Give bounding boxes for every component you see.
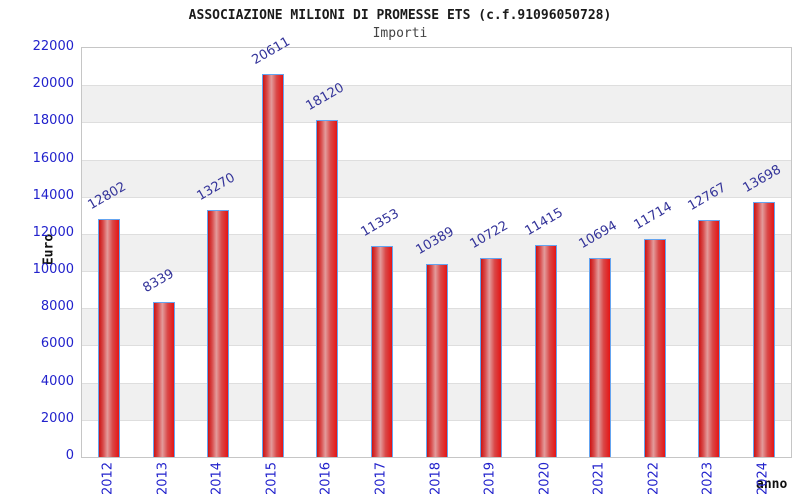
x-tick-label: 2016 xyxy=(318,461,334,496)
gridline xyxy=(82,159,791,161)
y-tick-label: 14000 xyxy=(32,187,74,203)
x-tick-label: 2015 xyxy=(264,461,280,496)
x-tick-label: 2020 xyxy=(537,461,553,496)
x-tick-label: 2012 xyxy=(100,461,116,496)
x-tick-label: 2023 xyxy=(700,461,716,496)
y-tick-label: 6000 xyxy=(40,336,74,352)
background-band xyxy=(82,85,791,123)
bar-2022 xyxy=(644,239,666,457)
y-tick-label: 8000 xyxy=(40,299,74,315)
x-tick-label: 2013 xyxy=(155,461,171,496)
chart-title: ASSOCIAZIONE MILIONI DI PROMESSE ETS (c.… xyxy=(188,8,612,23)
y-tick-label: 16000 xyxy=(32,150,74,166)
x-tick-label: 2017 xyxy=(373,461,389,496)
y-tick-label: 4000 xyxy=(40,373,74,389)
x-tick-label: 2014 xyxy=(209,461,225,496)
bar-2015 xyxy=(262,74,284,457)
gridline xyxy=(82,196,791,198)
bar-2012 xyxy=(98,219,120,457)
bar-2017 xyxy=(371,246,393,457)
gridline xyxy=(82,233,791,235)
chart-subtitle: Importi xyxy=(372,26,428,41)
background-band xyxy=(82,159,791,197)
y-tick-label: 18000 xyxy=(32,113,74,129)
plot-area xyxy=(81,47,792,458)
bar-2013 xyxy=(153,302,175,457)
x-tick-label: 2024 xyxy=(755,461,771,496)
gridline xyxy=(82,85,791,87)
gridline xyxy=(82,122,791,124)
bar-2019 xyxy=(480,258,502,457)
y-tick-label: 10000 xyxy=(32,262,74,278)
y-tick-label: 22000 xyxy=(32,39,74,54)
x-tick-label: 2019 xyxy=(482,461,498,496)
y-tick-label: 20000 xyxy=(32,76,74,92)
bar-2023 xyxy=(698,220,720,457)
y-tick-label: 2000 xyxy=(40,410,74,426)
bar-2021 xyxy=(589,258,611,457)
bar-2018 xyxy=(426,264,448,457)
x-tick-label: 2022 xyxy=(646,461,662,496)
bar-2020 xyxy=(535,245,557,457)
x-tick-label: 2021 xyxy=(591,461,607,496)
bar-2016 xyxy=(316,120,338,457)
y-tick-label: 12000 xyxy=(32,224,74,240)
bar-2014 xyxy=(207,210,229,457)
x-tick-label: 2018 xyxy=(428,461,444,496)
x-axis-label: anno xyxy=(756,477,788,492)
y-tick-label: 0 xyxy=(65,448,74,463)
bar-2024 xyxy=(753,202,775,457)
